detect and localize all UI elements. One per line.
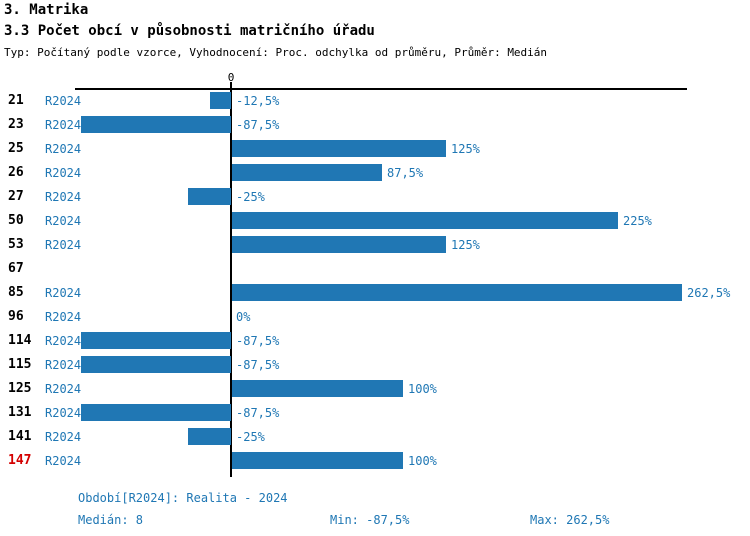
chart-row: 26 R2024 87,5% — [0, 161, 750, 185]
row-series-label: R2024 — [45, 358, 82, 372]
row-series-label: R2024 — [45, 406, 82, 420]
value-label: -87,5% — [236, 358, 280, 372]
chart-row: 53 R2024 125% — [0, 233, 750, 257]
row-series-label: R2024 — [45, 166, 82, 180]
chart-subtitle: 3.3 Počet obcí v působnosti matričního ú… — [4, 23, 375, 39]
row-id-label: 85 — [8, 285, 24, 300]
row-series-label: R2024 — [45, 334, 82, 348]
value-label: 125% — [451, 142, 480, 156]
value-bar — [210, 92, 231, 109]
value-bar — [81, 116, 231, 133]
footer-median: Medián: 8 — [78, 513, 144, 527]
row-id-label: 115 — [8, 357, 32, 372]
row-id-label: 125 — [8, 381, 32, 396]
footer-min: Min: -87,5% — [330, 513, 410, 527]
row-series-label: R2024 — [45, 94, 82, 108]
value-bar — [81, 356, 231, 373]
row-series-label: R2024 — [45, 214, 82, 228]
axis-zero-tick-label: 0 — [227, 71, 235, 84]
chart-area: 0 21 R2024 -12,5% 23 R2024 -87,5% 25 R2024 125% 2… — [0, 60, 750, 480]
value-label: 225% — [623, 214, 652, 228]
row-series-label: R2024 — [45, 310, 82, 324]
value-label: 100% — [408, 382, 437, 396]
row-id-label: 26 — [8, 165, 24, 180]
footer-max: Max: 262,5% — [530, 513, 610, 527]
value-label: -25% — [236, 190, 265, 204]
row-series-label: R2024 — [45, 118, 82, 132]
value-label: 87,5% — [387, 166, 424, 180]
value-bar — [232, 380, 403, 397]
row-series-label: R2024 — [45, 454, 82, 468]
page-title: 3. Matrika — [4, 2, 89, 18]
row-series-label: R2024 — [45, 190, 82, 204]
value-bar — [232, 140, 446, 157]
row-id-label: 67 — [8, 261, 24, 276]
chart-row: 96 R2024 0% — [0, 305, 750, 329]
row-id-label: 23 — [8, 117, 24, 132]
value-bar — [232, 236, 446, 253]
value-label: -87,5% — [236, 334, 280, 348]
row-id-label: 114 — [8, 333, 32, 348]
footer-period: Období[R2024]: Realita - 2024 — [78, 491, 288, 505]
value-bar — [81, 404, 231, 421]
chart-row: 114 R2024 -87,5% — [0, 329, 750, 353]
chart-row: 125 R2024 100% — [0, 377, 750, 401]
value-bar — [188, 188, 231, 205]
value-label: -25% — [236, 430, 265, 444]
row-id-label: 147 — [8, 453, 32, 468]
row-id-label: 50 — [8, 213, 24, 228]
zero-axis-line — [230, 82, 232, 477]
row-id-label: 21 — [8, 93, 24, 108]
chart-row: 21 R2024 -12,5% — [0, 89, 750, 113]
value-bar — [232, 212, 618, 229]
row-id-label: 131 — [8, 405, 32, 420]
row-id-label: 53 — [8, 237, 24, 252]
value-label: 125% — [451, 238, 480, 252]
chart-row: 25 R2024 125% — [0, 137, 750, 161]
row-series-label: R2024 — [45, 142, 82, 156]
row-series-label: R2024 — [45, 382, 82, 396]
chart-row: 147 R2024 100% — [0, 449, 750, 473]
chart-row: 23 R2024 -87,5% — [0, 113, 750, 137]
row-id-label: 96 — [8, 309, 24, 324]
value-bar — [188, 428, 231, 445]
chart-meta-info: Typ: Počítaný podle vzorce, Vyhodnocení:… — [4, 46, 548, 59]
value-bar — [81, 332, 231, 349]
value-label: -87,5% — [236, 406, 280, 420]
value-label: 100% — [408, 454, 437, 468]
value-label: -87,5% — [236, 118, 280, 132]
chart-row: 141 R2024 -25% — [0, 425, 750, 449]
row-series-label: R2024 — [45, 286, 82, 300]
value-bar — [232, 452, 403, 469]
chart-row: 67 — [0, 257, 750, 281]
row-series-label: R2024 — [45, 238, 82, 252]
value-label: 262,5% — [687, 286, 731, 300]
value-bar — [232, 284, 682, 301]
chart-row: 27 R2024 -25% — [0, 185, 750, 209]
row-id-label: 141 — [8, 429, 32, 444]
row-id-label: 25 — [8, 141, 24, 156]
value-bar — [232, 164, 382, 181]
value-label: -12,5% — [236, 94, 280, 108]
chart-row: 50 R2024 225% — [0, 209, 750, 233]
row-series-label: R2024 — [45, 430, 82, 444]
plot-top-border — [75, 88, 687, 90]
row-id-label: 27 — [8, 189, 24, 204]
value-label: 0% — [236, 310, 251, 324]
bar-rows: 21 R2024 -12,5% 23 R2024 -87,5% 25 R2024 125% 26 R… — [0, 60, 750, 480]
chart-row: 131 R2024 -87,5% — [0, 401, 750, 425]
chart-row: 115 R2024 -87,5% — [0, 353, 750, 377]
chart-row: 85 R2024 262,5% — [0, 281, 750, 305]
